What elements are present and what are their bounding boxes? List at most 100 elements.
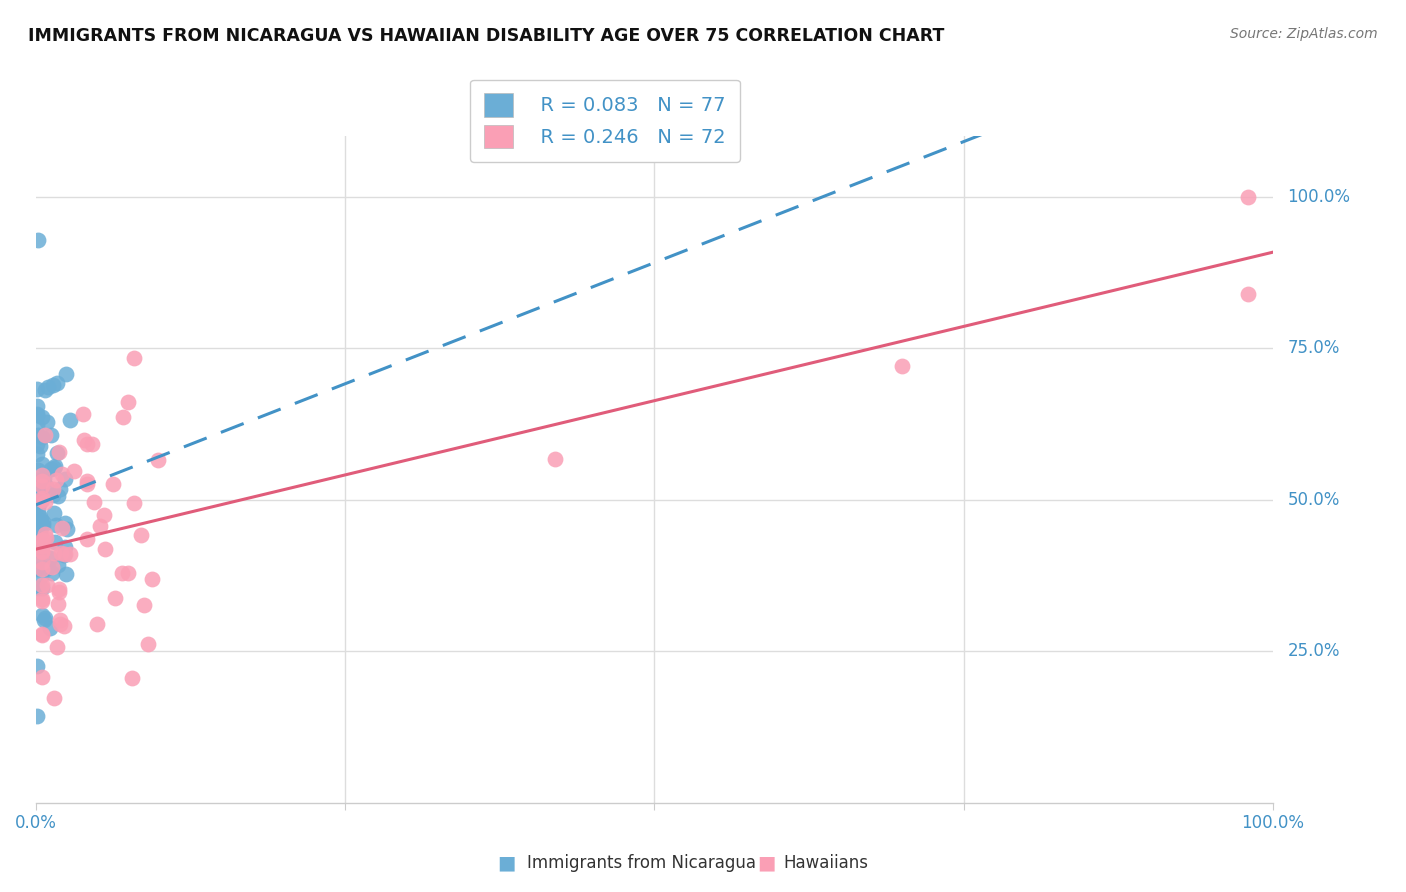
Point [41, 428, 63, 442]
Point [25, 658, 48, 673]
Point [27, 561, 49, 575]
Text: IMMIGRANTS FROM NICARAGUA VS HAWAIIAN DISABILITY AGE OVER 75 CORRELATION CHART: IMMIGRANTS FROM NICARAGUA VS HAWAIIAN DI… [28, 27, 945, 45]
Point [121, 671, 143, 685]
Point [101, 476, 124, 491]
Point [46, 597, 69, 611]
Point [53, 548, 76, 562]
Point [76, 532, 98, 546]
Point [138, 637, 160, 651]
Point [27, 504, 49, 518]
Point [39, 461, 62, 475]
Point [45, 376, 67, 391]
Point [32, 515, 55, 529]
Point [37, 561, 59, 575]
Point [25, 400, 48, 414]
Point [41, 566, 63, 581]
Point [49, 546, 72, 560]
Text: 75.0%: 75.0% [1288, 339, 1340, 358]
Text: 100.0%: 100.0% [1288, 188, 1351, 206]
Point [55, 516, 77, 530]
Point [31, 493, 53, 508]
Point [46, 490, 69, 504]
Text: Immigrants from Nicaragua: Immigrants from Nicaragua [527, 855, 756, 872]
Point [31, 409, 53, 424]
Point [31, 594, 53, 608]
Point [46, 446, 69, 460]
Point [49, 613, 72, 627]
Point [31, 467, 53, 482]
Point [49, 616, 72, 631]
Point [25, 533, 48, 548]
Text: ■: ■ [756, 854, 776, 872]
Point [30, 569, 52, 583]
Point [28, 529, 51, 543]
Point [42, 546, 65, 560]
Point [55, 521, 77, 535]
Point [48, 585, 70, 599]
Point [31, 627, 53, 641]
Point [25, 582, 48, 596]
Point [31, 627, 53, 641]
Point [25, 708, 48, 723]
Point [25, 473, 48, 487]
Point [31, 513, 53, 527]
Point [94, 541, 117, 556]
Point [31, 457, 53, 471]
Point [31, 479, 53, 493]
Point [27, 533, 49, 548]
Point [44, 535, 66, 549]
Point [31, 592, 53, 607]
Point [34, 531, 56, 545]
Point [111, 566, 134, 580]
Point [55, 541, 77, 555]
Point [27, 437, 49, 451]
Point [27, 499, 49, 513]
Point [122, 496, 145, 510]
Point [25, 551, 48, 566]
Point [25, 491, 48, 506]
Point [27, 523, 49, 537]
Point [544, 451, 567, 466]
Point [76, 477, 98, 491]
Point [86, 617, 108, 632]
Point [45, 517, 67, 532]
Point [117, 566, 139, 581]
Point [122, 351, 145, 365]
Point [31, 670, 53, 684]
Point [52, 619, 75, 633]
Point [103, 591, 125, 606]
Text: Source: ZipAtlas.com: Source: ZipAtlas.com [1230, 27, 1378, 41]
Point [31, 607, 53, 622]
Point [31, 491, 53, 505]
Point [31, 544, 53, 558]
Point [31, 555, 53, 569]
Point [111, 409, 134, 424]
Point [55, 367, 77, 381]
Point [62, 464, 84, 478]
Point [44, 507, 66, 521]
Point [34, 428, 56, 442]
Point [25, 514, 48, 528]
Point [34, 383, 56, 397]
Point [28, 526, 51, 541]
Point [31, 578, 53, 592]
Point [32, 471, 55, 485]
Point [49, 482, 72, 496]
Point [73, 433, 96, 447]
Point [27, 530, 49, 544]
Point [30, 438, 52, 452]
Point [51, 467, 73, 481]
Point [35, 479, 58, 493]
Point [39, 550, 62, 565]
Point [31, 430, 53, 444]
Point [41, 560, 63, 574]
Point [31, 581, 53, 595]
Point [82, 437, 104, 451]
Point [37, 380, 59, 394]
Point [42, 488, 65, 502]
Point [30, 520, 52, 534]
Point [35, 578, 58, 592]
Point [38, 621, 60, 635]
Point [141, 572, 163, 586]
Point [44, 461, 66, 475]
